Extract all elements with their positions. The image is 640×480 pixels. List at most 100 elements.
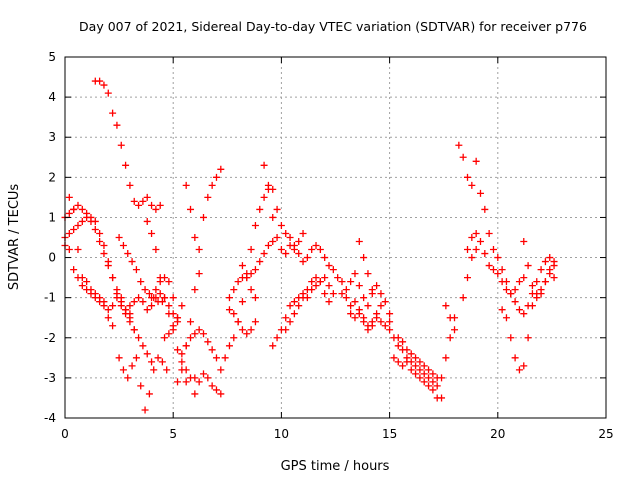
data-point: [442, 302, 450, 310]
data-point: [316, 278, 324, 286]
data-point: [347, 302, 355, 310]
data-point: [541, 258, 549, 266]
data-point: [325, 262, 333, 270]
data-point: [117, 141, 125, 149]
data-point: [225, 342, 233, 350]
data-point: [148, 229, 156, 237]
data-point: [74, 246, 82, 254]
data-point: [347, 278, 355, 286]
data-point: [412, 354, 420, 362]
y-tick-label: 1: [48, 210, 56, 224]
data-point: [148, 201, 156, 209]
data-point: [145, 390, 153, 398]
data-point: [321, 274, 329, 282]
data-point: [182, 378, 190, 386]
data-point: [416, 366, 424, 374]
data-point: [225, 306, 233, 314]
series-arc-26: [347, 310, 394, 334]
series-arc-30: [394, 334, 441, 382]
data-point: [191, 330, 199, 338]
data-point: [156, 290, 164, 298]
data-point: [533, 294, 541, 302]
data-point: [70, 225, 78, 233]
data-point: [178, 350, 186, 358]
data-point: [251, 221, 259, 229]
data-point: [429, 378, 437, 386]
series-arc-35: [459, 238, 528, 302]
data-point: [459, 294, 467, 302]
data-point: [174, 314, 182, 322]
data-point: [273, 205, 281, 213]
data-point: [446, 334, 454, 342]
data-point: [74, 201, 82, 209]
data-point: [165, 278, 173, 286]
data-point: [485, 229, 493, 237]
data-point: [502, 286, 510, 294]
y-tick-label: 0: [48, 251, 56, 265]
data-point: [498, 266, 506, 274]
data-point: [277, 246, 285, 254]
data-point: [238, 262, 246, 270]
data-point: [178, 358, 186, 366]
x-tick-labels: 0 5 10 15 20 25: [61, 427, 613, 441]
data-point: [264, 242, 272, 250]
data-point: [187, 334, 195, 342]
data-point: [230, 310, 238, 318]
series-arc-11: [161, 302, 186, 342]
data-point: [191, 390, 199, 398]
x-tick-label: 0: [61, 427, 69, 441]
data-point: [141, 406, 149, 414]
data-point: [416, 374, 424, 382]
y-tick-label: 2: [48, 170, 56, 184]
data-point: [65, 209, 73, 217]
data-point: [550, 258, 558, 266]
data-point: [113, 286, 121, 294]
x-tick-label: 15: [382, 427, 397, 441]
data-point: [163, 366, 171, 374]
x-tick-label: 20: [490, 427, 505, 441]
data-point: [312, 274, 320, 282]
data-point: [338, 278, 346, 286]
data-point: [494, 254, 502, 262]
data-point: [550, 274, 558, 282]
series-arc-27: [355, 238, 376, 294]
data-point: [148, 358, 156, 366]
data-point: [412, 370, 420, 378]
data-point: [364, 326, 372, 334]
data-point: [364, 270, 372, 278]
series-arc-13: [182, 326, 220, 362]
data-point: [377, 302, 385, 310]
data-point: [489, 266, 497, 274]
data-point: [329, 266, 337, 274]
data-point: [243, 330, 251, 338]
y-tick-label: -1: [44, 291, 56, 305]
data-point: [464, 246, 472, 254]
series-arc-06: [115, 234, 166, 306]
data-point: [137, 278, 145, 286]
data-point: [169, 294, 177, 302]
data-point: [472, 157, 480, 165]
data-point: [364, 302, 372, 310]
data-point: [122, 161, 130, 169]
data-point: [308, 278, 316, 286]
data-point: [399, 362, 407, 370]
data-point: [394, 358, 402, 366]
data-point: [520, 362, 528, 370]
data-point: [420, 378, 428, 386]
data-point: [347, 310, 355, 318]
data-point: [329, 290, 337, 298]
data-point: [199, 330, 207, 338]
data-point: [247, 326, 255, 334]
data-point: [515, 278, 523, 286]
data-point: [342, 294, 350, 302]
plot-frame: [64, 56, 607, 419]
data-point: [135, 294, 143, 302]
data-point: [124, 374, 132, 382]
data-point: [295, 302, 303, 310]
x-tick-label: 10: [274, 427, 289, 441]
data-point: [520, 274, 528, 282]
data-point: [256, 258, 264, 266]
data-point: [104, 262, 112, 270]
data-point: [119, 366, 127, 374]
data-point: [152, 286, 160, 294]
